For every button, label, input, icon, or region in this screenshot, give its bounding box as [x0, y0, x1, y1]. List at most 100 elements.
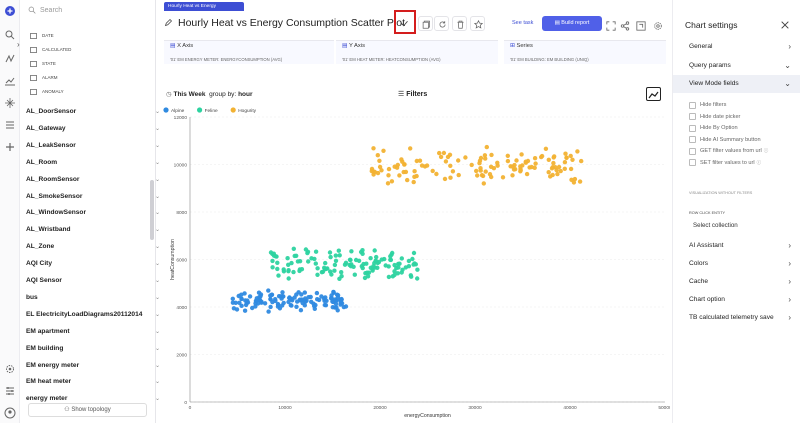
search-nav-icon[interactable]	[4, 28, 16, 40]
delete-button[interactable]	[452, 16, 467, 31]
scatter-point	[424, 163, 430, 168]
scatter-point	[239, 303, 244, 308]
checkbox-row[interactable]: Hide filters	[689, 100, 726, 110]
scatter-point	[405, 177, 410, 183]
build-report-button[interactable]: ▤ Build report	[542, 16, 602, 31]
entity-item[interactable]: AL_Wristband ⌄	[26, 222, 164, 238]
entity-item[interactable]: AL_Room ⌄	[26, 155, 164, 171]
entity-item[interactable]: EM energy meter ⌄	[26, 358, 164, 374]
see-task-link[interactable]: See task	[512, 20, 534, 26]
info-icon[interactable]: ⓘ	[756, 159, 762, 165]
settings-general[interactable]: General ›	[673, 38, 800, 56]
apply-check-button[interactable]	[397, 16, 412, 31]
duplicate-button[interactable]	[418, 16, 433, 31]
settings-ai-assistant[interactable]: AI Assistant ›	[673, 237, 800, 255]
chart-settings-button[interactable]	[653, 18, 663, 30]
scatter-point	[385, 181, 391, 186]
entity-item[interactable]: AL_DoorSensor ⌄	[26, 104, 164, 120]
entity-item[interactable]: EL ElectricityLoadDiagrams20112014 ⌄	[26, 307, 164, 323]
sliders-icon[interactable]	[4, 384, 16, 396]
filter-calculated[interactable]: CALCULATED	[30, 44, 71, 56]
settings-chart-option[interactable]: Chart option ›	[673, 291, 800, 309]
scatter-point	[375, 153, 380, 158]
settings-cache[interactable]: Cache ›	[673, 273, 800, 291]
scatter-point	[483, 156, 488, 161]
checkbox[interactable]	[689, 136, 696, 143]
scatter-point	[570, 157, 575, 162]
checkbox[interactable]	[689, 124, 696, 132]
highlight-box	[394, 10, 416, 34]
series-box[interactable]: ⊞ Series '01' EM BUILDING: EM BUILDING (…	[504, 40, 666, 64]
scatter-point	[575, 149, 580, 154]
settings-row-label: AI Assistant	[689, 242, 724, 249]
list-icon[interactable]	[4, 118, 16, 130]
entity-label: EM energy meter	[26, 361, 80, 369]
filter-anomaly[interactable]: ANOMALY	[30, 86, 64, 98]
settings-view-mode-fields[interactable]: View Mode fields ⌄	[673, 75, 800, 93]
expand-chevron-icon[interactable]: ›	[17, 40, 20, 49]
checkbox-row[interactable]: SET filter values to url ⓘ	[689, 158, 761, 168]
settings-colors[interactable]: Colors ›	[673, 255, 800, 273]
fullscreen-button[interactable]	[606, 18, 616, 31]
entity-item[interactable]: energy meter ⌄	[26, 391, 164, 407]
entity-item[interactable]: EM building ⌄	[26, 341, 164, 357]
entity-item[interactable]: AL_RoomSensor ⌄	[26, 172, 164, 188]
scatter-point	[505, 158, 511, 164]
scatter-point	[280, 290, 285, 295]
settings-query-params[interactable]: Query params ⌄	[673, 57, 800, 75]
app-logo-icon[interactable]	[4, 4, 16, 16]
scatter-point	[434, 171, 439, 177]
scatter-point	[482, 153, 488, 158]
checkbox[interactable]	[689, 113, 696, 120]
filters-button[interactable]: ☰ Filters	[398, 90, 427, 98]
entity-item[interactable]: EM apartment ⌄	[26, 324, 164, 340]
trend-toggle-button[interactable]	[646, 87, 661, 101]
scatter-point	[475, 173, 480, 178]
scatter-point	[564, 155, 569, 160]
scatter-point	[388, 257, 393, 262]
entity-item[interactable]: AL_Zone ⌄	[26, 239, 164, 255]
entity-item[interactable]: AL_LeakSensor ⌄	[26, 138, 164, 154]
settings-tb-calculated-telemetry-save[interactable]: TB calculated telemetry save ›	[673, 309, 800, 327]
scatter-point	[286, 269, 291, 274]
filter-alarm[interactable]: ALARM	[30, 72, 58, 84]
entity-item[interactable]: AL_SmokeSensor ⌄	[26, 189, 164, 205]
show-topology-button[interactable]: ⚇ Show topology	[28, 403, 147, 417]
entity-item[interactable]: AQI Sensor ⌄	[26, 273, 164, 289]
user-icon[interactable]	[4, 406, 16, 419]
sparkle-icon[interactable]	[4, 96, 16, 108]
filter-state[interactable]: STATE	[30, 58, 56, 70]
entity-item[interactable]: AL_Gateway ⌄	[26, 121, 164, 137]
y-axis-box[interactable]: ▤ Y Axis '01' EM HEAT METER: HEATCONSUMP…	[336, 40, 498, 64]
embed-button[interactable]	[636, 18, 646, 31]
favorite-button[interactable]	[470, 16, 485, 31]
checkbox-row[interactable]: Hide AI Summary button	[689, 135, 761, 145]
entity-item[interactable]: AL_WindowSensor ⌄	[26, 205, 164, 221]
checkbox[interactable]	[689, 101, 696, 109]
entity-item[interactable]: EM heat meter ⌄	[26, 374, 164, 390]
entity-item[interactable]: AQI City ⌄	[26, 256, 164, 272]
filter-date[interactable]: DATE	[30, 30, 54, 42]
search-input[interactable]: Search	[28, 4, 154, 18]
share-button[interactable]	[620, 18, 630, 31]
period-selector[interactable]: ◷ This Week group by: hour	[166, 90, 253, 98]
refresh-button[interactable]	[434, 16, 449, 31]
settings-gear-icon[interactable]	[4, 362, 16, 374]
checkbox-row[interactable]: GET filter values from url ⓘ	[689, 146, 768, 156]
edit-pencil-icon[interactable]	[164, 18, 173, 27]
checkbox[interactable]	[689, 147, 696, 155]
x-axis-box[interactable]: ▤ X Axis '01' EM ENERGY METER: ENERGYCON…	[164, 40, 334, 64]
info-icon[interactable]: ⓘ	[763, 148, 769, 153]
tab-active[interactable]: Hourly Heat vs Energy Consumptio...	[164, 2, 244, 18]
line-chart-icon[interactable]	[4, 74, 16, 86]
checkbox-row[interactable]: Hide By Option	[689, 123, 738, 133]
close-icon[interactable]	[780, 20, 790, 30]
entity-item[interactable]: bus ⌄	[26, 290, 164, 306]
sidebar-scrollbar[interactable]	[150, 180, 154, 240]
build-icon: ▤	[554, 20, 562, 26]
select-collection-dropdown[interactable]: Select collection	[693, 222, 738, 229]
add-icon[interactable]	[4, 140, 16, 152]
formula-icon[interactable]	[4, 52, 16, 64]
checkbox[interactable]	[689, 159, 696, 166]
checkbox-row[interactable]: Hide date picker	[689, 112, 740, 122]
